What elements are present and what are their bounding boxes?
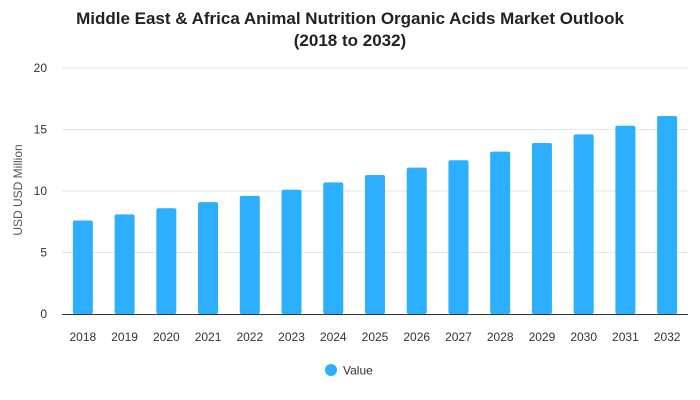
bar-2030[interactable] <box>573 134 594 314</box>
bar-2026[interactable] <box>406 167 427 314</box>
y-tick-label: 20 <box>34 61 48 75</box>
y-tick-label: 5 <box>40 246 47 260</box>
chart-title-line-1: Middle East & Africa Animal Nutrition Or… <box>76 9 624 28</box>
chart-title-line-2: (2018 to 2032) <box>293 31 407 50</box>
x-tick-label: 2029 <box>529 330 556 344</box>
x-tick-label: 2021 <box>195 330 222 344</box>
bar-2023[interactable] <box>281 189 302 314</box>
x-tick-label: 2024 <box>320 330 347 344</box>
x-tick-label: 2028 <box>487 330 514 344</box>
x-tick-label: 2022 <box>236 330 263 344</box>
x-tick-label: 2027 <box>445 330 472 344</box>
chart-title: Middle East & Africa Animal Nutrition Or… <box>0 8 700 52</box>
y-tick-label: 0 <box>40 307 47 321</box>
x-axis-ticks: 2018 2019 2020 2021 2022 2023 2024 2025 2026 2027… <box>70 330 681 344</box>
x-tick-label: 2019 <box>111 330 138 344</box>
x-tick-label: 2026 <box>403 330 430 344</box>
x-tick-label: 2023 <box>278 330 305 344</box>
y-axis-ticks: 0 5 10 15 20 <box>34 61 48 321</box>
bar-2028[interactable] <box>490 151 511 314</box>
y-tick-label: 15 <box>34 123 48 137</box>
bar-2032[interactable] <box>657 115 678 314</box>
bar-series <box>72 115 678 314</box>
x-tick-label: 2032 <box>654 330 681 344</box>
bar-2031[interactable] <box>615 125 636 314</box>
y-tick-label: 10 <box>34 184 48 198</box>
bar-2025[interactable] <box>364 175 386 314</box>
bar-2029[interactable] <box>531 143 552 314</box>
y-axis-label: USD USD Million <box>11 144 25 235</box>
legend-label: Value <box>343 364 373 378</box>
legend[interactable]: Value <box>325 364 373 378</box>
legend-symbol <box>325 364 337 376</box>
bar-2024[interactable] <box>323 182 344 314</box>
x-tick-label: 2031 <box>612 330 639 344</box>
bar-2021[interactable] <box>198 202 219 314</box>
bar-2018[interactable] <box>72 220 93 314</box>
x-tick-label: 2025 <box>362 330 389 344</box>
bar-2027[interactable] <box>448 160 469 314</box>
x-tick-label: 2018 <box>70 330 97 344</box>
bar-2019[interactable] <box>114 214 135 314</box>
bar-2022[interactable] <box>239 195 260 314</box>
bar-2020[interactable] <box>156 208 177 314</box>
x-tick-label: 2020 <box>153 330 180 344</box>
x-tick-label: 2030 <box>570 330 597 344</box>
